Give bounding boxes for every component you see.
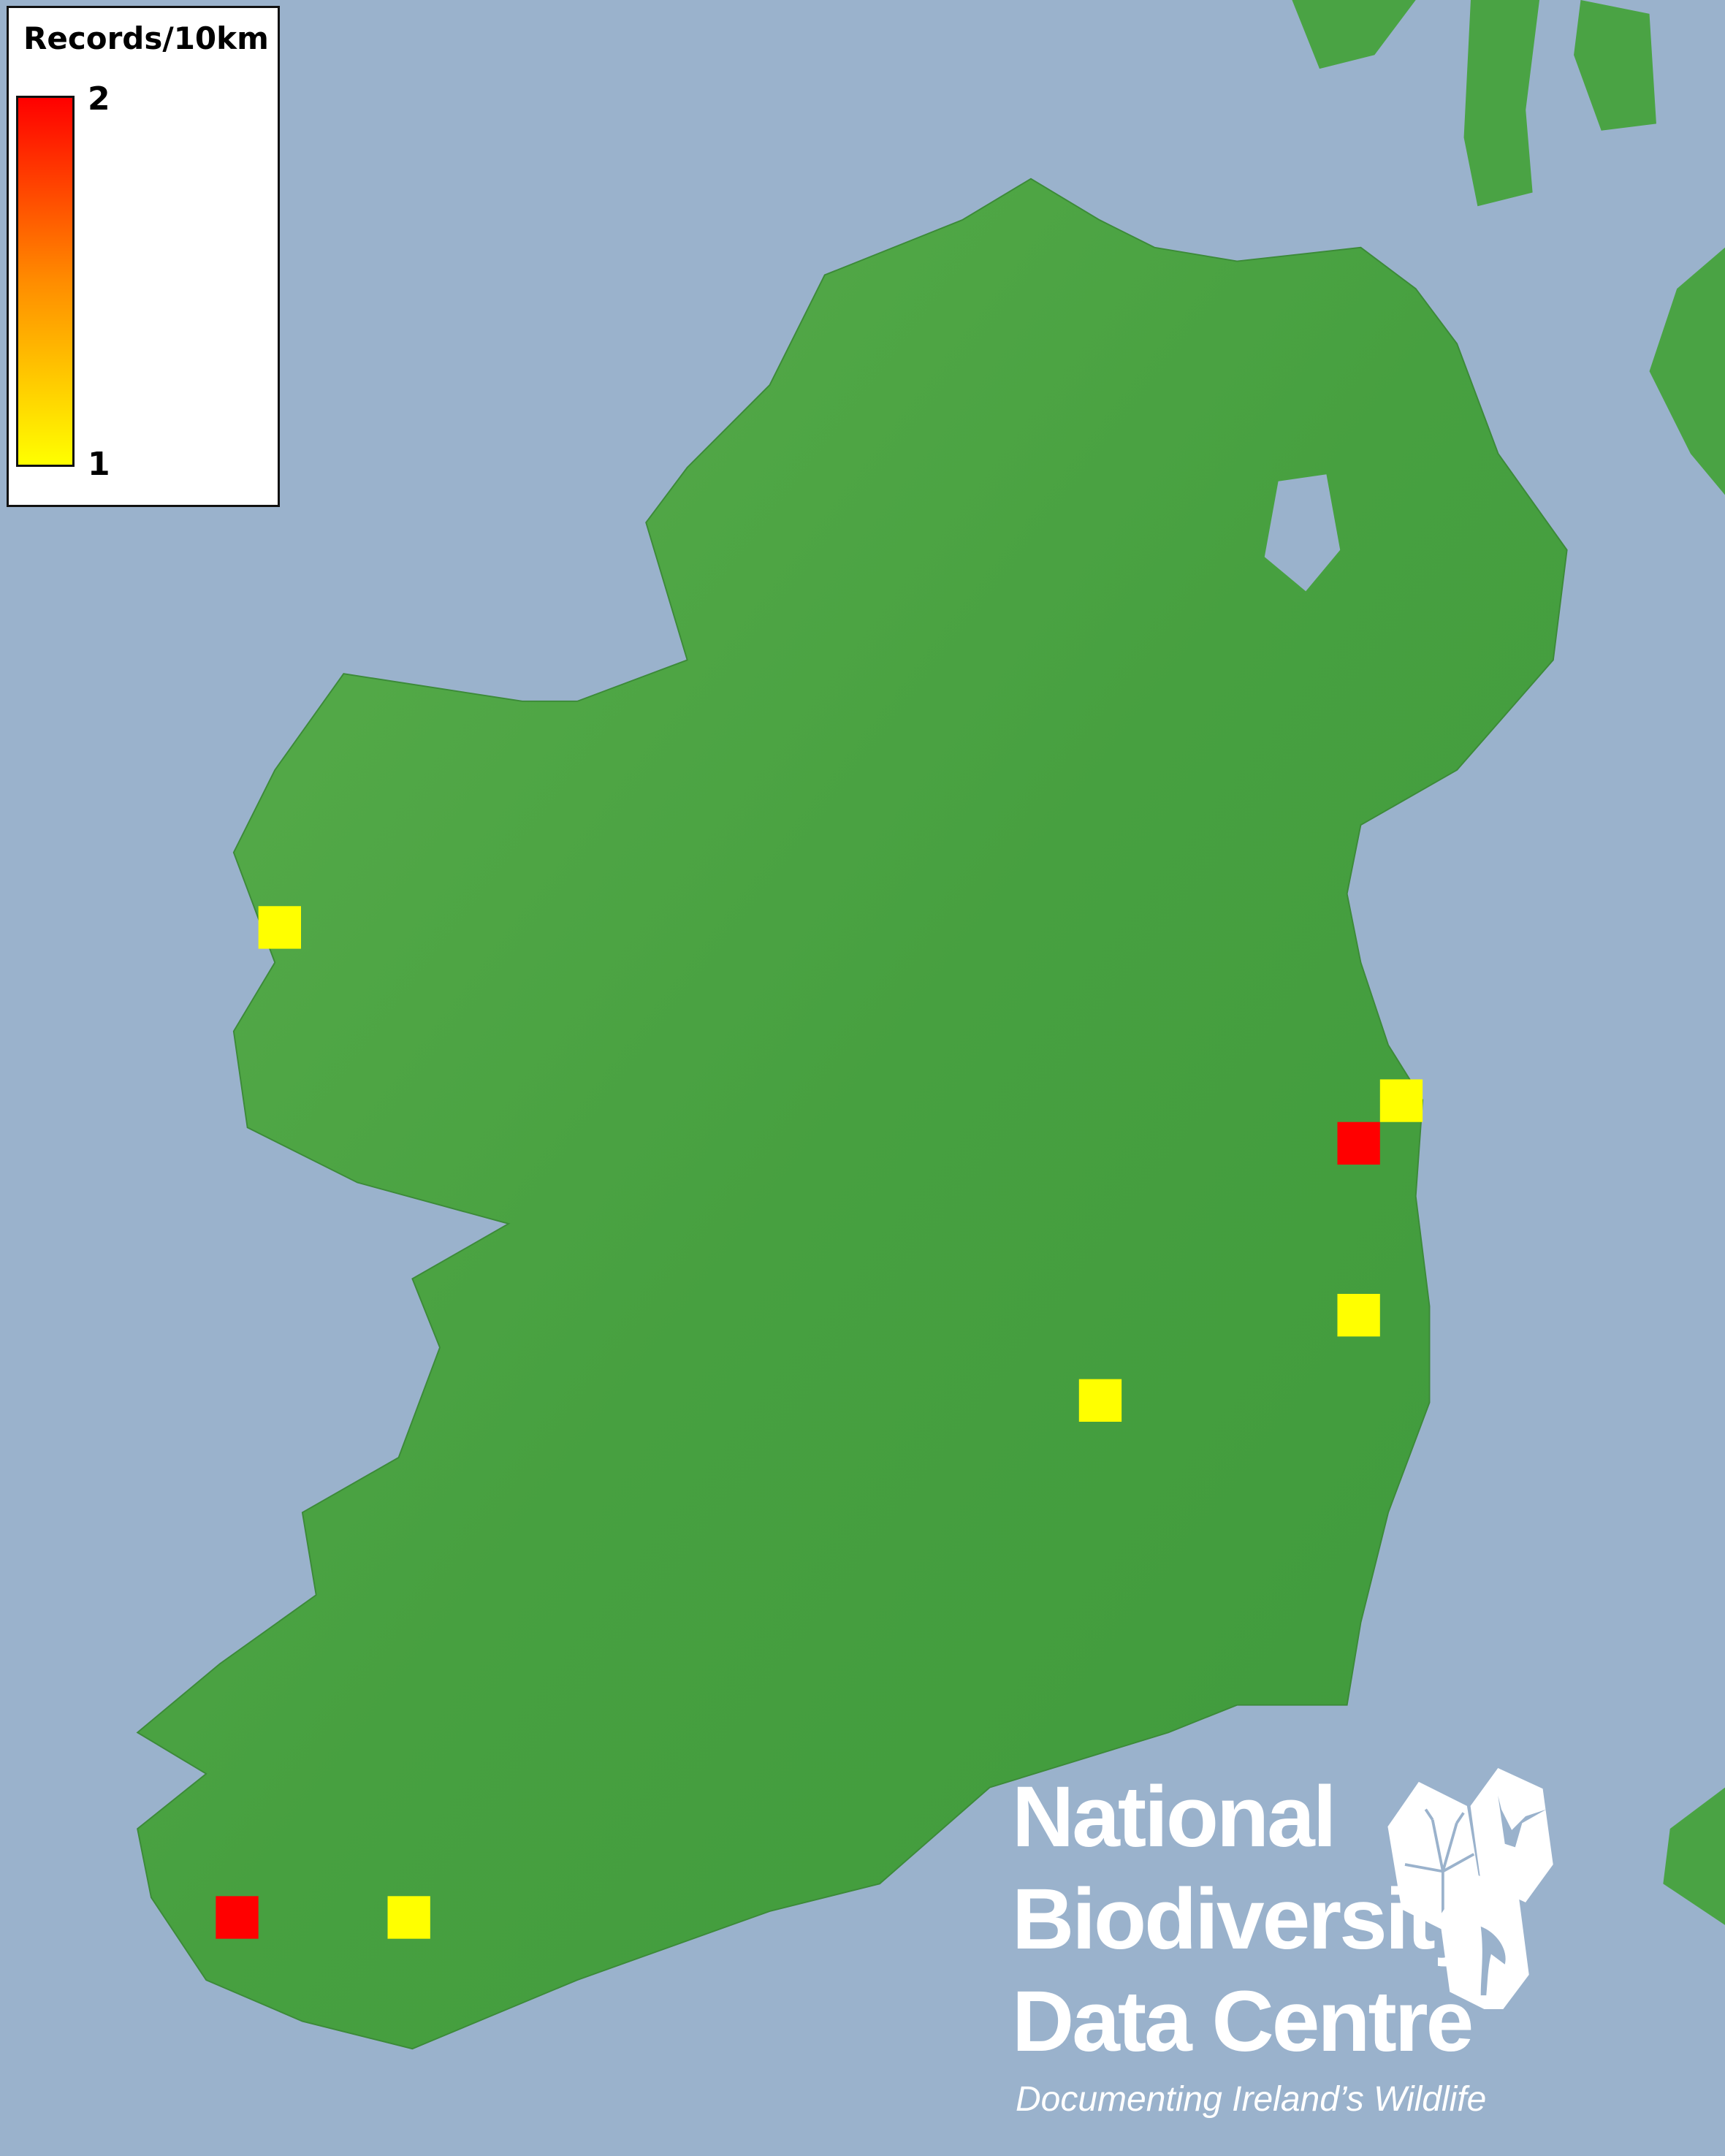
nbdc-logo: National Biodiversity Data Centre Docume… — [1012, 1768, 1640, 2148]
record-square-2[interactable] — [1337, 1121, 1380, 1165]
record-square-1[interactable] — [387, 1896, 430, 1939]
record-square-1[interactable] — [1337, 1293, 1380, 1337]
record-square-1[interactable] — [1379, 1079, 1423, 1122]
seahorse-icon — [1439, 1871, 1529, 2009]
butterfly-icon — [1470, 1768, 1553, 1902]
lough-neagh — [1264, 474, 1341, 592]
logo-hexagons — [1387, 1768, 1553, 2009]
logo-line-1: National — [1012, 1769, 1336, 1865]
legend-max-label: 2 — [88, 80, 110, 118]
record-square-2[interactable] — [216, 1896, 259, 1939]
legend-color-ramp — [16, 96, 75, 467]
record-square-1[interactable] — [1078, 1379, 1122, 1422]
logo-line-3: Data Centre — [1012, 1973, 1474, 2070]
record-square-1[interactable] — [258, 906, 301, 949]
legend-title: Records/10km — [23, 20, 269, 56]
legend-min-label: 1 — [88, 446, 110, 483]
logo-tagline: Documenting Ireland’s Wildlife — [1016, 2080, 1487, 2119]
ireland-landmass — [136, 178, 1568, 2050]
legend: Records/10km 2 1 — [7, 6, 280, 507]
